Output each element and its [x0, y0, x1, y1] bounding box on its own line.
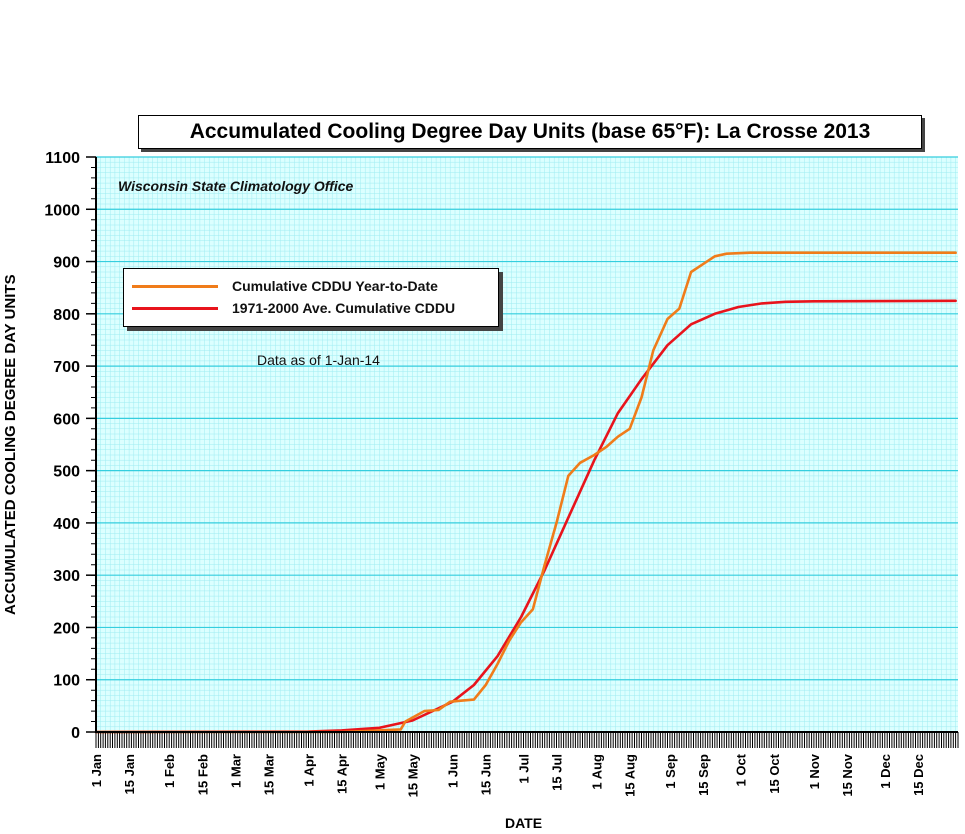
y-tick-label: 200 — [53, 620, 80, 637]
chart-subtitle: Wisconsin State Climatology Office — [118, 178, 354, 194]
x-day-ticks — [95, 732, 959, 748]
x-tick-label: 15 May — [406, 753, 421, 797]
data-date-annotation: Data as of 1-Jan-14 — [257, 352, 380, 368]
y-tick-label: 1000 — [44, 202, 80, 219]
y-tick-label: 1100 — [45, 150, 80, 167]
x-tick-label: 1 Jul — [517, 754, 532, 784]
y-tick-label: 100 — [53, 673, 80, 690]
x-tick-label: 1 Oct — [734, 753, 749, 786]
series-line-1 — [94, 299, 957, 734]
x-tick-label: 15 Apr — [335, 754, 350, 794]
x-tick-label: 1 Aug — [590, 754, 605, 790]
y-minor-ticks — [91, 156, 96, 733]
y-tick-label: 500 — [53, 464, 80, 481]
x-tick-label: 1 Mar — [228, 754, 243, 788]
x-tick-label: 1 Jan — [89, 754, 104, 787]
y-tick-label: 800 — [53, 307, 80, 324]
x-tick-label: 15 Feb — [195, 754, 210, 795]
legend-swatch-average — [132, 306, 218, 310]
axes — [86, 156, 959, 748]
x-tick-label: 15 Jan — [122, 754, 137, 795]
y-axis-label: ACCUMULATED COOLING DEGREE DAY UNITS — [2, 274, 19, 615]
x-tick-label: 15 Oct — [767, 753, 782, 793]
x-tick-labels: 1 Jan 15 Jan 1 Feb 15 Feb 1 Mar 15 Mar 1 Apr 15… — [89, 753, 926, 797]
x-tick-label: 1 Apr — [302, 754, 317, 787]
legend-swatch-ytd — [132, 284, 218, 288]
x-tick-label: 15 Aug — [623, 754, 638, 797]
x-tick-label: 15 Sep — [696, 754, 711, 796]
y-tick-label: 400 — [53, 516, 80, 533]
y-tick-labels: 0 100 200 300 400 500 600 700 800 900 1000 1100 — [44, 150, 80, 742]
y-tick-label: 600 — [53, 411, 80, 428]
x-tick-label: 1 Nov — [807, 753, 822, 789]
legend-item-average: 1971-2000 Ave. Cumulative CDDU — [132, 299, 455, 317]
y-tick-label: 300 — [53, 568, 80, 585]
legend-label-average: 1971-2000 Ave. Cumulative CDDU — [232, 300, 456, 316]
chart-title: Accumulated Cooling Degree Day Units (ba… — [189, 120, 871, 143]
x-tick-label: 15 Jun — [479, 754, 494, 795]
x-axis-label: DATE — [505, 815, 543, 831]
y-tick-label: 900 — [53, 255, 80, 272]
series-line-0 — [94, 251, 957, 734]
x-tick-label: 15 Jul — [550, 754, 565, 791]
chart-title-box: Accumulated Cooling Degree Day Units (ba… — [138, 115, 922, 149]
major-gridlines — [96, 156, 958, 733]
x-tick-label: 1 Jun — [446, 754, 461, 788]
y-tick-label: 0 — [71, 725, 80, 742]
x-tick-label: 15 Nov — [840, 753, 855, 796]
x-tick-label: 1 May — [372, 753, 387, 790]
x-tick-label: 15 Dec — [911, 754, 926, 796]
legend-label-ytd: Cumulative CDDU Year-to-Date — [232, 278, 438, 294]
x-tick-label: 1 Sep — [663, 754, 678, 789]
legend-item-ytd: Cumulative CDDU Year-to-Date — [132, 277, 438, 295]
series-layer — [94, 251, 957, 734]
x-tick-label: 1 Feb — [162, 754, 177, 788]
legend: Cumulative CDDU Year-to-Date 1971-2000 A… — [123, 268, 499, 327]
x-tick-label: 1 Dec — [878, 754, 893, 789]
y-tick-label: 700 — [53, 359, 80, 376]
x-tick-label: 15 Mar — [261, 754, 276, 795]
